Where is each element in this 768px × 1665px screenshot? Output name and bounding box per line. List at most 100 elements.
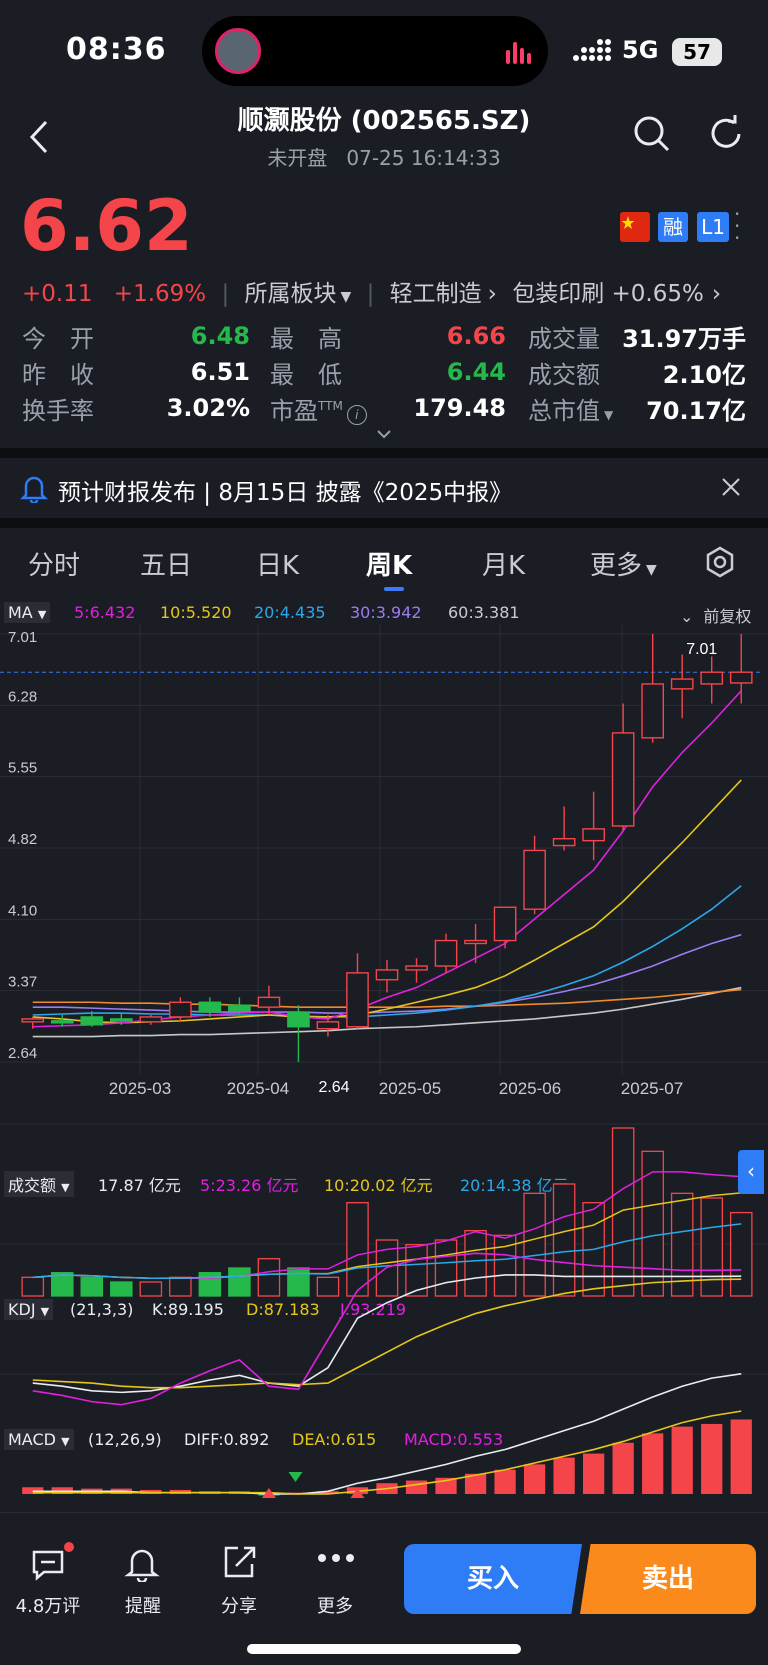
pe-sup: TTM [318,398,343,413]
volume-bar [552,1183,576,1297]
stat-label: 成交量 [528,324,600,353]
ma60-line [32,988,742,1008]
nav-alert[interactable]: 提醒 [96,1536,192,1622]
active-tab-indicator [384,587,404,591]
y-tick-label: 3.37 [8,974,37,991]
expand-chevron-icon[interactable] [376,428,392,440]
buy-button[interactable]: 买入 [404,1544,582,1614]
volume-bar [21,1276,45,1297]
candle-body [139,1016,163,1023]
industry-link[interactable]: 轻工制造 › [390,281,497,307]
kline-chart[interactable]: 7.01 6.28 5.55 4.82 4.10 3.37 2.64 2025-03 2025-… [0,624,768,1504]
nav-share-label: 分享 [221,1596,257,1617]
nav-comments[interactable]: 4.8万评 [0,1536,96,1622]
signal-icon [573,39,611,61]
kdj-selector[interactable]: KDJ ▼ [4,1299,54,1320]
macd-name: MACD [8,1430,56,1449]
tab-daily[interactable]: 日K [256,551,300,581]
volume-selector[interactable]: 成交额 ▼ [4,1171,74,1197]
caret-down-icon: ▼ [61,1435,70,1448]
margin-badge[interactable]: 融 [658,212,688,242]
more-dots-icon [318,1554,354,1562]
sector-dropdown[interactable]: 所属板块 ▼ [245,281,352,307]
tab-intraday[interactable]: 分时 [28,551,81,581]
macd-bar [523,1464,546,1494]
candle-body [729,671,753,684]
caret-down-icon: ▼ [340,289,352,305]
macd-bar [494,1469,516,1494]
stat-label: 昨 收 [22,360,94,389]
low-annotation: 2.64 [318,1079,349,1096]
nav-share[interactable]: 分享 [192,1536,288,1622]
kdj-j-line [32,1252,742,1406]
candle-body [257,996,281,1008]
tab-five-day[interactable]: 五日 [140,551,193,581]
nav-more[interactable]: 更多 [288,1536,384,1622]
candle-body [523,849,546,910]
ma60-value: 60:3.381 [448,603,520,622]
candle-body [228,1004,251,1012]
candle-body [287,1011,310,1028]
x-tick-label: 2025-03 [109,1079,171,1098]
nav-more-label: 更多 [317,1596,353,1617]
macd-params: (12,26,9) [88,1430,162,1449]
china-flag-icon [620,212,650,242]
y-tick-label: 2.64 [8,1045,37,1062]
volume-bar [198,1272,222,1297]
section-gap [0,518,768,528]
adjust-selector[interactable]: ⌄ 前复权 [680,603,751,627]
tab-monthly[interactable]: 月K [482,551,526,581]
volume-bar [287,1267,310,1297]
macd-dea: DEA:0.615 [292,1430,377,1449]
status-time: 08:36 [66,32,167,67]
industry-label: 轻工制造 [389,281,482,307]
tab-more[interactable]: 更多 ▼ [590,545,657,582]
candle-body [434,939,458,967]
stat-volume: 31.97万手 [622,324,746,353]
tab-weekly[interactable]: 周K [366,551,413,581]
close-icon[interactable] [720,476,742,498]
chart-settings-icon[interactable] [704,546,736,578]
nav-comments-label: 4.8万评 [15,1596,81,1617]
stat-mktcap: 70.17亿 [646,396,746,425]
adjust-label: 前复权 [703,607,752,626]
ma-name: MA [8,603,33,622]
ma_long-line [32,986,742,1038]
volume-bar [434,1239,458,1297]
earnings-notice-bar[interactable] [0,458,768,518]
pe-label-cell[interactable]: 市盈TTMi [250,390,390,426]
macd-bar [405,1480,428,1494]
more-dots-icon[interactable]: · · · [734,202,741,250]
share-icon [224,1546,256,1578]
macd-hist-value: MACD:0.553 [404,1430,504,1449]
macd-bar [583,1453,605,1494]
volume-value: 17.87 亿元 [98,1176,181,1195]
level-badge[interactable]: L1 [697,212,729,242]
last-price: 6.62 [20,185,193,267]
x-tick-label: 2025-05 [379,1079,441,1098]
kdj-k-line [32,1274,742,1394]
y-tick-label: 6.28 [8,688,37,705]
ma-selector[interactable]: MA ▼ [4,602,51,623]
sub-industry-link[interactable]: 包装印刷 +0.65% › [512,281,721,307]
search-icon[interactable] [632,114,672,154]
back-button[interactable] [20,112,60,162]
sub-industry-pct: +0.65% [611,281,704,307]
stock-title: 顺灏股份 (002565.SZ) [237,106,531,136]
kdj-name: KDJ [8,1300,36,1319]
kdj-d: D:87.183 [246,1300,320,1319]
battery-indicator: 57 [672,38,722,66]
collapse-panel-button[interactable]: ‹ [738,1150,764,1194]
candle-body [316,1021,340,1030]
macd-selector[interactable]: MACD ▼ [4,1429,74,1450]
refresh-icon[interactable] [706,114,746,154]
macd-bar [612,1442,634,1494]
volume-legend: 成交额 ▼ 17.87 亿元 5:23.26 亿元 10:20.02 亿元 20… [4,1170,766,1197]
mktcap-label-cell[interactable]: 总市值 ▼ [506,390,617,426]
candle-body [552,837,576,847]
nav-alert-label: 提醒 [125,1596,161,1617]
caret-down-icon: ▼ [61,1181,70,1194]
candle-body [582,828,605,842]
sell-button[interactable]: 卖出 [580,1544,756,1614]
info-icon[interactable]: i [346,404,367,425]
